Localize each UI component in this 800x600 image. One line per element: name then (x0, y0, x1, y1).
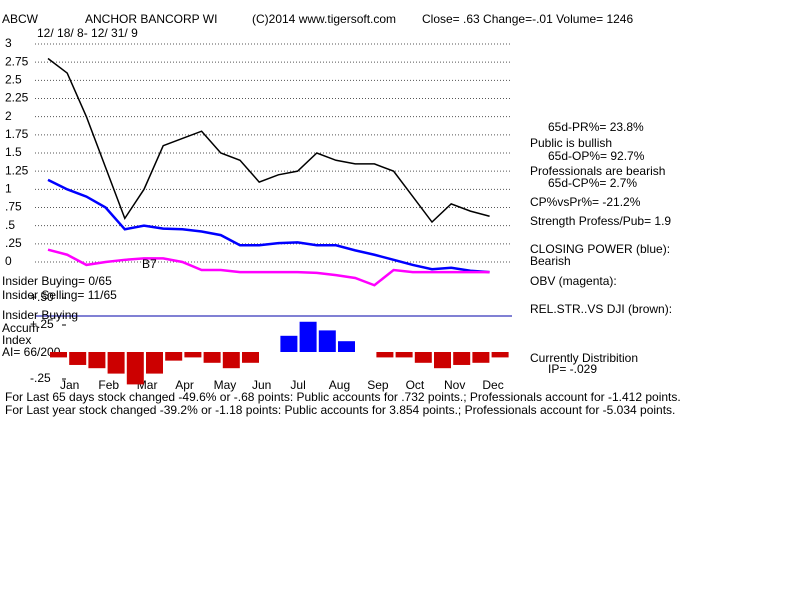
header-text: ANCHOR BANCORP WI (85, 12, 217, 26)
x-tick-label: Oct (406, 378, 425, 392)
accum-bar (50, 352, 67, 358)
annotation: 65d-CP%= 2.7% (548, 176, 637, 190)
annotation: CP%vsPr%= -21.2% (530, 195, 641, 209)
accum-bar (165, 352, 183, 361)
y-tick-label: 0 (5, 254, 12, 268)
accum-bar (453, 352, 471, 365)
x-tick-label: Jul (290, 378, 305, 392)
y-tick-label: 2 (5, 109, 12, 123)
annotation: IP= -.029 (548, 362, 597, 376)
x-tick-label: Sep (367, 378, 389, 392)
y-tick-label: +.25 (30, 317, 54, 331)
accum-bar (222, 352, 240, 369)
accum-bar (395, 352, 413, 358)
annotation: Insider Selling= 11/65 (2, 288, 117, 302)
annotation: For Last 65 days stock changed -49.6% or… (5, 390, 681, 404)
accum-bar (88, 352, 106, 369)
annotation: Professionals are bearish (530, 164, 665, 178)
x-tick-label: Feb (98, 378, 119, 392)
accum-bar (107, 352, 125, 374)
header-text: ABCW (2, 12, 39, 26)
series-line (47, 248, 490, 287)
y-tick-label: 1.25 (5, 163, 29, 177)
accum-bar (69, 352, 87, 365)
annotation: Strength Profess/Pub= 1.9 (530, 214, 671, 228)
panel-label: Index (2, 333, 31, 347)
y-tick-label: 2.25 (5, 91, 29, 105)
annotation: For Last year stock changed -39.2% or -1… (5, 403, 675, 417)
accum-bar (184, 352, 202, 358)
x-tick-label: Dec (482, 378, 503, 392)
annotation: Bearish (530, 254, 571, 268)
accum-bar (414, 352, 432, 363)
accum-bar (280, 335, 298, 352)
y-tick-label: 1.5 (5, 145, 22, 159)
y-tick-label: 1.75 (5, 127, 29, 141)
y-tick-label: 2.75 (5, 54, 29, 68)
accum-bar (491, 352, 509, 358)
y-tick-label: 3 (5, 36, 12, 50)
x-tick-label: May (214, 378, 237, 392)
accum-bar (126, 352, 144, 385)
annotation: REL.STR..VS DJI (brown): (530, 302, 672, 316)
accum-bar (376, 352, 394, 358)
x-tick-label: Nov (444, 378, 465, 392)
legend-entry: CLOSING POWER (blue): (530, 242, 670, 256)
panel-label: AI= 66/200 (2, 345, 61, 359)
x-tick-label: Jun (252, 378, 271, 392)
accum-bar (203, 352, 221, 363)
y-tick-label: +.50 (30, 290, 54, 304)
accum-bar (434, 352, 451, 369)
y-tick-label: .75 (5, 200, 22, 214)
annotation: B7 (142, 257, 157, 271)
accum-bar (146, 352, 163, 374)
y-tick-label: .5 (5, 218, 15, 232)
annotation: Currently Distribition (530, 351, 638, 365)
annotation: Insider Buying= 0/65 (2, 274, 112, 288)
y-tick-label: 1 (5, 182, 12, 196)
header-text: Close= .63 Change=-.01 Volume= 1246 (422, 12, 633, 26)
subtitle: 12/ 18/ 8- 12/ 31/ 9 (37, 26, 138, 40)
accum-bar (472, 352, 490, 363)
annotation: 65d-OP%= 92.7% (548, 149, 645, 163)
accum-bar (242, 352, 259, 363)
series-line (47, 178, 490, 274)
series-line (47, 57, 490, 224)
legend-entry: OBV (magenta): (530, 274, 617, 288)
annotation: 65d-PR%= 23.8% (548, 120, 644, 134)
y-tick-label: 2.5 (5, 73, 22, 87)
panel-label: Accum (2, 321, 39, 335)
y-tick-label: .25 (5, 236, 22, 250)
y-tick-label: -.25 (30, 371, 51, 385)
accum-bar (318, 330, 336, 352)
accum-bar (299, 321, 317, 352)
accum-bar (338, 341, 355, 352)
x-tick-label: Apr (175, 378, 194, 392)
annotation: Public is bullish (530, 136, 612, 150)
header-text: (C)2014 www.tigersoft.com (252, 12, 396, 26)
panel-label: Insider Buying (2, 308, 78, 322)
x-tick-label: Aug (329, 378, 350, 392)
x-tick-label: Jan (60, 378, 79, 392)
